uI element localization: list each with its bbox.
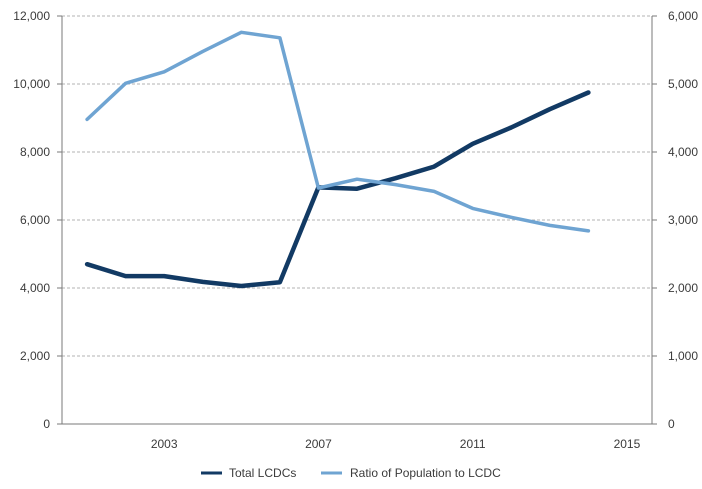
right-tick-label: 4,000: [668, 145, 698, 159]
right-tick-label: 3,000: [668, 213, 698, 227]
tick-labels: 0 2,000 4,000 6,000 8,000 10,000 12,000 0 1,000 2…: [13, 9, 698, 451]
x-tick-label: 2003: [151, 437, 178, 451]
right-tick-label: 2,000: [668, 281, 698, 295]
legend-label-total-lcdcs: Total LCDCs: [229, 466, 296, 480]
left-tick-label: 12,000: [13, 9, 50, 23]
legend-label-ratio-population: Ratio of Population to LCDC: [350, 466, 501, 480]
x-tick-label: 2011: [460, 437, 486, 451]
series-line-ratio-population: [85, 30, 591, 233]
right-tick-label: 1,000: [668, 349, 698, 363]
left-tick-label: 10,000: [13, 77, 50, 91]
legend: Total LCDCs Ratio of Population to LCDC: [201, 466, 501, 480]
x-tick-label: 2015: [614, 437, 641, 451]
axes: [57, 15, 657, 425]
plot-area: [84, 30, 591, 289]
left-tick-label: 8,000: [20, 145, 50, 159]
right-tick-label: 0: [668, 417, 675, 431]
left-tick-label: 0: [43, 417, 50, 431]
left-tick-label: 2,000: [20, 349, 50, 363]
right-tick-label: 6,000: [668, 9, 698, 23]
left-tick-label: 4,000: [20, 281, 50, 295]
left-tick-label: 6,000: [20, 213, 50, 227]
x-tick-label: 2007: [305, 437, 332, 451]
gridlines: [62, 15, 652, 357]
right-tick-label: 5,000: [668, 77, 698, 91]
series-line-total-lcdcs: [84, 90, 591, 289]
